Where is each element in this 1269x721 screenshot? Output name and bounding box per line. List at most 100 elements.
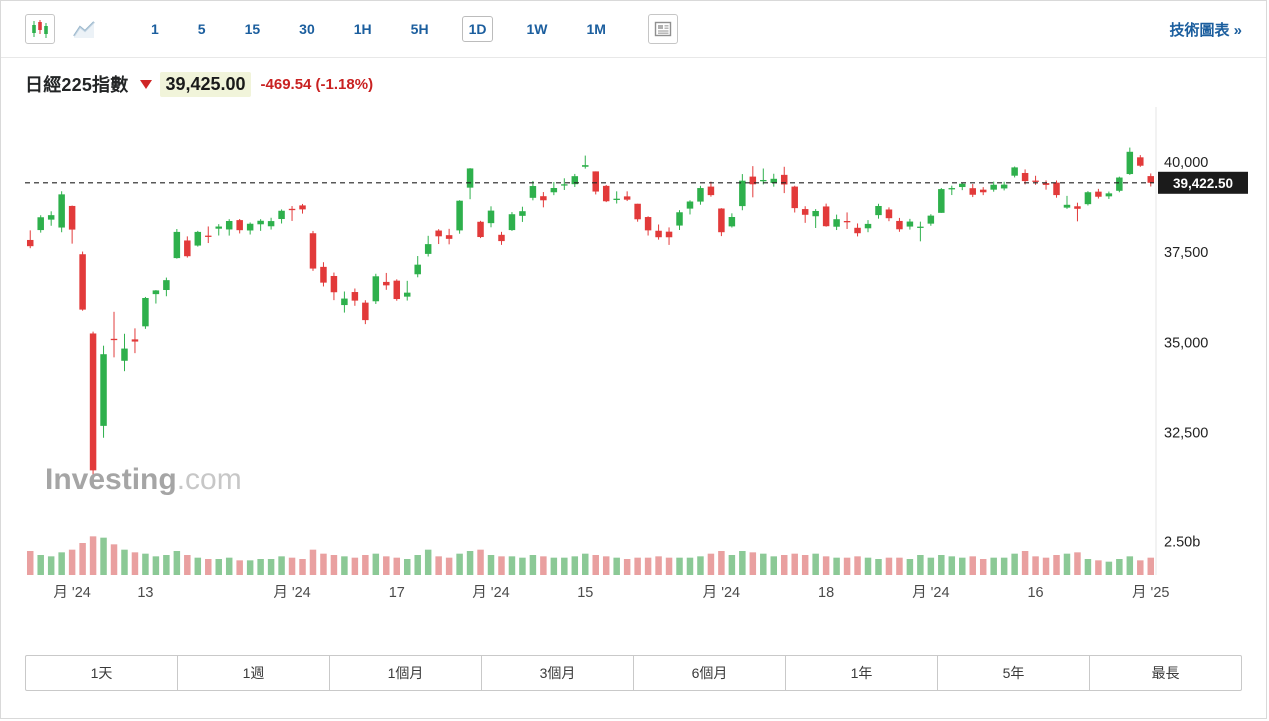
range-button-7[interactable]: 最長 bbox=[1089, 655, 1242, 691]
timeframe-1m[interactable]: 1M bbox=[580, 17, 611, 41]
range-button-6[interactable]: 5年 bbox=[937, 655, 1090, 691]
timeframe-15[interactable]: 15 bbox=[239, 17, 267, 41]
candle-body bbox=[121, 348, 128, 361]
candle-body bbox=[1000, 184, 1008, 189]
candle-body bbox=[383, 281, 390, 286]
candle-body bbox=[288, 208, 296, 211]
range-button-4[interactable]: 6個月 bbox=[633, 655, 786, 691]
news-icon bbox=[654, 21, 672, 37]
candle-body bbox=[1137, 157, 1144, 166]
volume-bar bbox=[718, 551, 725, 575]
candle-body bbox=[959, 183, 966, 188]
range-button-5[interactable]: 1年 bbox=[785, 655, 938, 691]
volume-bar bbox=[623, 559, 631, 575]
candle-body bbox=[718, 208, 725, 233]
volume-bar bbox=[1011, 553, 1018, 575]
volume-bar bbox=[152, 556, 160, 575]
candle-body bbox=[833, 219, 840, 227]
volume-bar bbox=[927, 557, 935, 575]
candle-body bbox=[728, 217, 736, 227]
candle-body bbox=[58, 194, 65, 228]
line-chart-button[interactable] bbox=[69, 14, 99, 44]
volume-bar bbox=[194, 557, 202, 575]
volume-bar bbox=[205, 559, 212, 575]
candlestick-chart-canvas[interactable]: 40,000 37,500 35,000 32,500 2.50b 月 '24 13 月 '2… bbox=[1, 103, 1269, 603]
volume-bar bbox=[1032, 556, 1039, 575]
candle-body bbox=[257, 220, 264, 225]
timeframe-1d[interactable]: 1D bbox=[461, 16, 494, 42]
volume-bar bbox=[215, 559, 222, 575]
candle-body bbox=[403, 292, 411, 297]
candle-body bbox=[477, 221, 484, 238]
volume-bar bbox=[1042, 557, 1050, 575]
x-axis-label: 月 '25 bbox=[1132, 585, 1169, 601]
volume-bar bbox=[68, 549, 76, 575]
volume-bar bbox=[1147, 557, 1155, 575]
price-chart-area[interactable]: 40,000 37,500 35,000 32,500 2.50b 月 '24 13 月 '2… bbox=[1, 103, 1266, 603]
volume-bar bbox=[540, 556, 547, 575]
x-axis-label: 月 '24 bbox=[912, 585, 949, 601]
volume-bar bbox=[383, 556, 390, 575]
candle-body bbox=[236, 220, 243, 231]
volume-bar bbox=[246, 560, 254, 575]
volume-bar bbox=[906, 559, 914, 575]
volume-bar bbox=[592, 555, 599, 575]
range-button-3[interactable]: 3個月 bbox=[481, 655, 634, 691]
candle-body bbox=[644, 217, 652, 231]
news-button[interactable] bbox=[647, 14, 678, 44]
timeframe-5h[interactable]: 5H bbox=[405, 17, 435, 41]
candle-body bbox=[309, 233, 317, 269]
technical-chart-link[interactable]: 技術圖表 » bbox=[1169, 21, 1242, 39]
volume-bar bbox=[571, 556, 579, 575]
timeframe-30[interactable]: 30 bbox=[293, 17, 321, 41]
timeframe-1w[interactable]: 1W bbox=[520, 17, 553, 41]
candle-body bbox=[812, 210, 819, 217]
candle-body bbox=[152, 290, 160, 295]
volume-bar bbox=[1126, 556, 1134, 575]
volume-bar bbox=[655, 556, 662, 575]
candle-body bbox=[739, 180, 746, 207]
volume-bar bbox=[26, 551, 34, 575]
volume-bar bbox=[498, 556, 505, 575]
timeframe-5[interactable]: 5 bbox=[192, 17, 212, 41]
volume-bar bbox=[362, 555, 369, 575]
volume-bar bbox=[917, 555, 924, 575]
volume-bar bbox=[236, 560, 243, 575]
last-price-badge-label: 39,422.50 bbox=[1173, 176, 1233, 191]
volume-bar bbox=[1074, 552, 1081, 575]
candle-body bbox=[372, 276, 380, 302]
volume-bar bbox=[393, 557, 401, 575]
timeframe-1[interactable]: 1 bbox=[145, 17, 165, 41]
range-button-0[interactable]: 1天 bbox=[25, 655, 178, 691]
candle-body bbox=[26, 239, 34, 247]
range-button-2[interactable]: 1個月 bbox=[329, 655, 482, 691]
volume-bar bbox=[948, 556, 956, 575]
price-down-arrow-icon bbox=[140, 79, 153, 89]
range-button-1[interactable]: 1週 bbox=[177, 655, 330, 691]
volume-bar bbox=[843, 557, 851, 575]
volume-bar bbox=[822, 556, 830, 575]
x-axis-label: 月 '24 bbox=[472, 585, 509, 601]
candle-body bbox=[330, 275, 338, 293]
candle-body bbox=[47, 215, 55, 220]
timeframe-1h[interactable]: 1H bbox=[348, 17, 378, 41]
candle-body bbox=[173, 231, 181, 259]
candle-body bbox=[299, 205, 306, 210]
volume-bar bbox=[288, 557, 296, 575]
volume-bar bbox=[414, 555, 421, 575]
candle-body bbox=[885, 209, 893, 219]
candle-body bbox=[623, 196, 631, 200]
volume-bar bbox=[257, 559, 264, 575]
candle-body bbox=[875, 205, 882, 216]
candle-body bbox=[770, 178, 778, 183]
price-change: -469.54 (-1.18%) bbox=[260, 75, 374, 93]
candlestick-chart-button[interactable] bbox=[25, 14, 55, 44]
volume-bar bbox=[487, 555, 495, 575]
y-axis-label: 37,500 bbox=[1164, 245, 1208, 261]
x-axis-label: 17 bbox=[389, 585, 405, 601]
candle-body bbox=[435, 230, 442, 237]
volume-bar bbox=[1063, 553, 1071, 575]
candle-body bbox=[508, 214, 516, 231]
candle-body bbox=[205, 235, 212, 237]
candle-body bbox=[896, 220, 903, 230]
